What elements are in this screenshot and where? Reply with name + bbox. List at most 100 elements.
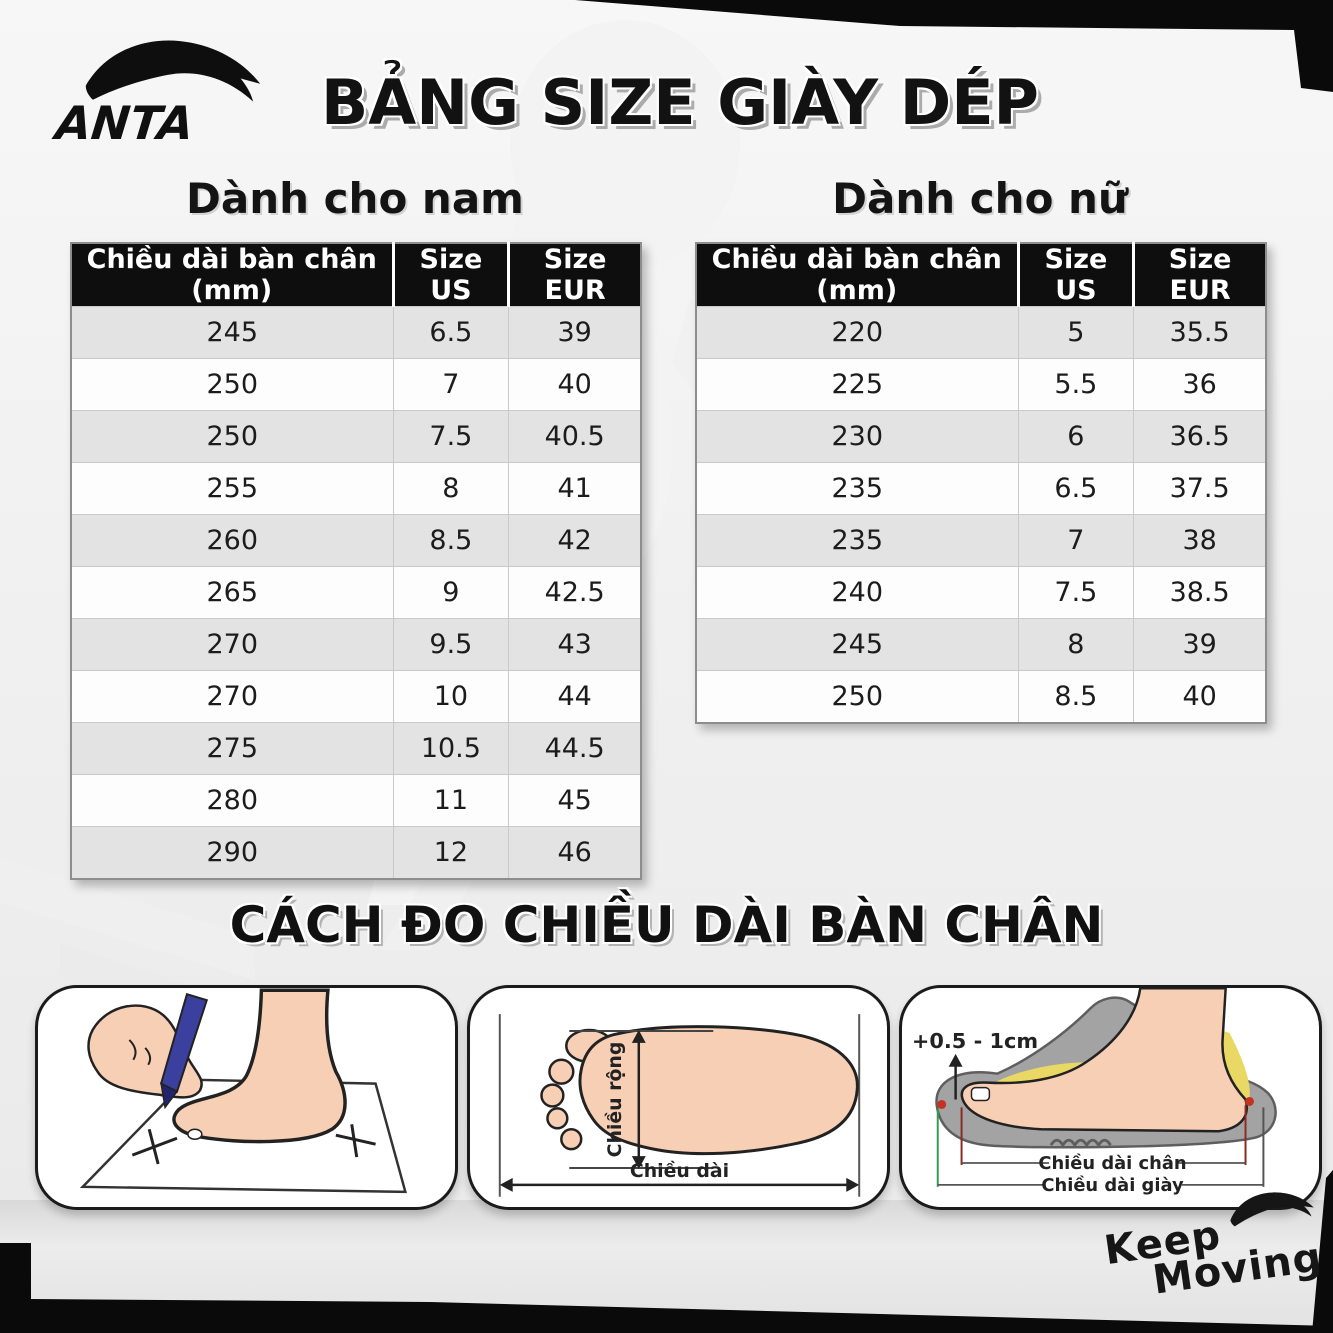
women-size-table: Chiều dài bàn chân (mm) Size US Size EUR… (695, 242, 1267, 724)
table-row: 230 6 36.5 (695, 410, 1267, 463)
table-row: 250 7 40 (70, 358, 642, 411)
cell-size-us: 8 (392, 462, 510, 515)
foot-outline-panel: Chiều rộng Chiều dài (467, 985, 890, 1210)
measure-section-title: CÁCH ĐO CHIỀU DÀI BÀN CHÂN (229, 896, 1104, 954)
cell-foot-length: 270 (70, 670, 394, 723)
cell-size-eur: 44 (508, 670, 642, 723)
cell-size-us: 9.5 (392, 618, 510, 671)
shoe-fit-panel: +0.5 - 1cm Chiều dài chân Chiều dài giày (899, 985, 1322, 1210)
table-row: 225 5.5 36 (695, 358, 1267, 411)
cell-foot-length: 270 (70, 618, 394, 671)
table-row: 235 6.5 37.5 (695, 462, 1267, 515)
cell-size-us: 6.5 (1017, 462, 1135, 515)
table-row: 250 8.5 40 (695, 670, 1267, 723)
table-row: 275 10.5 44.5 (70, 722, 642, 775)
cell-size-eur: 41 (508, 462, 642, 515)
table-row: 235 7 38 (695, 514, 1267, 567)
women-section-heading: Dành cho nữ (832, 174, 1128, 223)
cell-size-eur: 35.5 (1133, 306, 1267, 359)
table-row: 290 12 46 (70, 826, 642, 879)
column-header-foot-length: Chiều dài bàn chân (mm) (696, 243, 1020, 307)
foot-outline-illustration: Chiều rộng Chiều dài (498, 1014, 861, 1197)
column-header-size-us: Size US (393, 243, 511, 307)
table-row: 280 11 45 (70, 774, 642, 827)
cell-foot-length: 230 (695, 410, 1019, 463)
cell-foot-length: 225 (695, 358, 1019, 411)
allowance-label: +0.5 - 1cm (912, 1029, 1038, 1053)
table-row: 265 9 42.5 (70, 566, 642, 619)
cell-foot-length: 255 (70, 462, 394, 515)
table-row: 240 7.5 38.5 (695, 566, 1267, 619)
table-row: 220 5 35.5 (695, 306, 1267, 359)
cell-foot-length: 250 (695, 670, 1019, 723)
men-section-heading: Dành cho nam (186, 174, 524, 223)
cell-size-us: 7.5 (1017, 566, 1135, 619)
cell-size-us: 8.5 (392, 514, 510, 567)
cell-foot-length: 245 (695, 618, 1019, 671)
cell-size-us: 5.5 (1017, 358, 1135, 411)
cell-size-eur: 38 (1133, 514, 1267, 567)
width-label: Chiều rộng (603, 1042, 626, 1158)
cell-size-us: 5 (1017, 306, 1135, 359)
cell-size-eur: 40 (1133, 670, 1267, 723)
page-title: BẢNG SIZE GIÀY DÉP (321, 66, 1039, 139)
cell-size-eur: 45 (508, 774, 642, 827)
cell-foot-length: 265 (70, 566, 394, 619)
foot-tracing-panel (35, 985, 458, 1210)
cell-size-us: 10.5 (392, 722, 510, 775)
cell-size-us: 10 (392, 670, 510, 723)
cell-foot-length: 280 (70, 774, 394, 827)
cell-foot-length: 240 (695, 566, 1019, 619)
cell-foot-length: 260 (70, 514, 394, 567)
cell-size-us: 8 (1017, 618, 1135, 671)
cell-foot-length: 250 (70, 410, 394, 463)
cell-size-eur: 36 (1133, 358, 1267, 411)
length-label: Chiều dài (630, 1159, 729, 1182)
cell-size-us: 12 (392, 826, 510, 879)
table-row: 270 10 44 (70, 670, 642, 723)
cell-size-eur: 38.5 (1133, 566, 1267, 619)
shoe-length-label: Chiều dài giày (1041, 1175, 1184, 1196)
cell-size-eur: 39 (1133, 618, 1267, 671)
table-row: 255 8 41 (70, 462, 642, 515)
cell-size-eur: 42.5 (508, 566, 642, 619)
cell-size-eur: 40.5 (508, 410, 642, 463)
cell-foot-length: 235 (695, 514, 1019, 567)
women-header-row: Chiều dài bàn chân (mm) Size US Size EUR (696, 243, 1266, 307)
cell-size-us: 7 (392, 358, 510, 411)
cell-foot-length: 235 (695, 462, 1019, 515)
cell-foot-length: 290 (70, 826, 394, 879)
cell-size-eur: 42 (508, 514, 642, 567)
cell-size-eur: 37.5 (1133, 462, 1267, 515)
cell-size-eur: 46 (508, 826, 642, 879)
cell-size-eur: 43 (508, 618, 642, 671)
column-header-size-eur: Size EUR (508, 243, 641, 307)
cell-size-eur: 44.5 (508, 722, 642, 775)
cell-size-us: 9 (392, 566, 510, 619)
table-row: 250 7.5 40.5 (70, 410, 642, 463)
cell-foot-length: 275 (70, 722, 394, 775)
table-row: 245 6.5 39 (70, 306, 642, 359)
anta-logo: ANTA (52, 38, 262, 156)
foot-tracing-illustration (79, 988, 407, 1194)
cell-size-eur: 39 (508, 306, 642, 359)
men-size-table: Chiều dài bàn chân (mm) Size US Size EUR… (70, 242, 642, 880)
men-header-row: Chiều dài bàn chân (mm) Size US Size EUR (71, 243, 641, 307)
anta-wordmark: ANTA (53, 96, 197, 150)
column-header-foot-length: Chiều dài bàn chân (mm) (71, 243, 395, 307)
cell-size-eur: 36.5 (1133, 410, 1267, 463)
keep-moving-logo: Keep Moving (1101, 1192, 1333, 1333)
shoe-fit-illustration: +0.5 - 1cm Chiều dài chân Chiều dài giày (912, 988, 1277, 1196)
cell-foot-length: 250 (70, 358, 394, 411)
table-row: 270 9.5 43 (70, 618, 642, 671)
cell-size-us: 11 (392, 774, 510, 827)
column-header-size-eur: Size EUR (1133, 243, 1266, 307)
cell-size-us: 8.5 (1017, 670, 1135, 723)
cell-foot-length: 220 (695, 306, 1019, 359)
anta-swoosh-icon (85, 40, 261, 102)
keep-moving-swoosh-icon (1230, 1192, 1314, 1227)
column-header-size-us: Size US (1018, 243, 1136, 307)
cell-foot-length: 245 (70, 306, 394, 359)
table-row: 260 8.5 42 (70, 514, 642, 567)
